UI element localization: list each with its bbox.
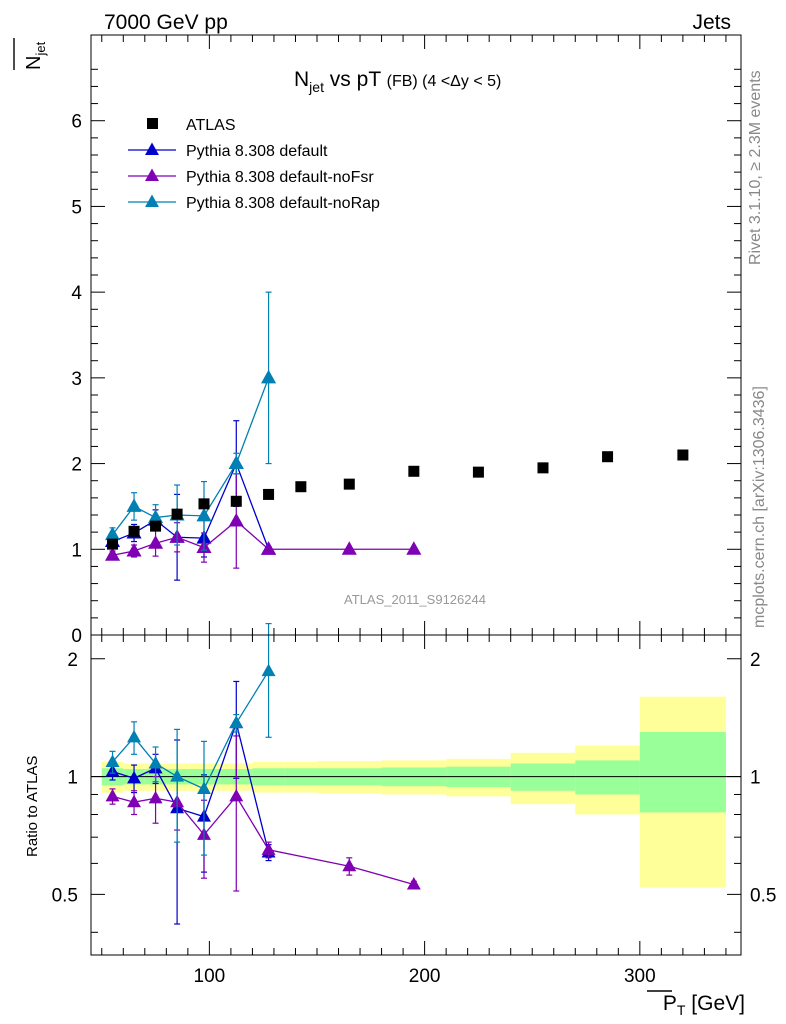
ratio-band-green-12 (575, 760, 640, 795)
title-range: (4 <Δy < 5) (418, 73, 502, 90)
x-tick-label-200: 200 (409, 966, 441, 987)
plot-title: Njet vs pT (FB) (4 <Δy < 5) (294, 68, 501, 95)
ylabel-main: Njet (23, 41, 48, 70)
watermark: ATLAS_2011_S9126244 (344, 592, 486, 607)
data-point-12 (602, 451, 614, 463)
y-tick-label-main-2: 2 (71, 455, 82, 476)
y-tick-label-main-1: 1 (71, 540, 82, 561)
data-point-2 (150, 520, 162, 532)
series-2-point-2 (148, 509, 164, 524)
ratio-frame (90, 634, 742, 956)
xlabel-unit: [GeV] (685, 992, 745, 1015)
y-tick-label-main-5: 5 (71, 197, 82, 218)
data-point-7 (295, 481, 307, 493)
data-point-4 (198, 498, 210, 510)
ratio-0-point-1 (127, 770, 142, 784)
data-point-9 (408, 465, 420, 477)
data-point-3 (171, 508, 183, 520)
ratio-1-point-7 (342, 858, 357, 872)
ratio-1-point-1 (127, 794, 142, 808)
series-1-point-6 (261, 541, 277, 555)
ratio-2-point-5 (229, 715, 244, 729)
title-prefix: N (294, 68, 309, 91)
legend-label-0: Pythia 8.308 default (186, 143, 328, 160)
side-text-bottom: mcplots.cern.ch [arXiv:1306.3436] (751, 386, 768, 628)
ratio-2-point-3 (170, 769, 185, 782)
ratio-2-point-4 (197, 781, 211, 794)
y-tick-label-ratio-right-2: 2 (750, 650, 761, 671)
y-tick-label-ratio-right-0.5: 0.5 (750, 885, 776, 906)
axes: 100 200 300 0 1 2 3 4 5 6 0.5 0.5 1 1 2 2 (52, 35, 776, 987)
series-2-point-0 (104, 526, 121, 541)
ratio-2-point-2 (148, 756, 163, 769)
series-1-point-5 (228, 512, 244, 527)
ratio-1-point-5 (229, 788, 244, 802)
series-2-point-4 (196, 507, 212, 522)
ratio-2-point-6 (261, 663, 276, 677)
ratio-band-green-13 (639, 731, 726, 813)
data-point-0 (107, 538, 119, 550)
header-left: 7000 GeV pp (104, 11, 228, 34)
title-sub: jet (308, 79, 324, 95)
series-2-point-6 (261, 369, 277, 384)
ratio-1-point-2 (148, 790, 163, 804)
legend-label-2: Pythia 8.308 default-noRap (186, 195, 380, 212)
ylabel-ratio: Ratio to ATLAS (24, 756, 41, 857)
y-tick-label-ratio-right-1: 1 (750, 768, 761, 789)
series-1-point-2 (148, 535, 164, 549)
data-point-11 (537, 462, 549, 474)
data-point-8 (343, 478, 355, 490)
x-tick-label-300: 300 (624, 966, 656, 987)
series-2-point-1 (126, 498, 142, 512)
ylabel-main-base: N (23, 56, 45, 70)
series-1-point-0 (104, 547, 121, 561)
legend-marker-data (147, 118, 158, 129)
ratio-panel (91, 622, 741, 925)
data-point-5 (230, 495, 242, 507)
legend-marker-0 (145, 142, 159, 156)
xlabel-base: P (663, 992, 677, 1015)
series-1-point-7 (341, 541, 357, 555)
x-tick-label-100: 100 (194, 966, 226, 987)
y-tick-label-main-3: 3 (71, 369, 82, 390)
y-tick-label-main-6: 6 (71, 112, 82, 133)
ratio-line-1 (112, 795, 415, 886)
legend: ATLAS Pythia 8.308 default Pythia 8.308 de… (128, 117, 380, 212)
legend-marker-2 (145, 194, 159, 208)
legend-label-1: Pythia 8.308 default-noFsr (186, 169, 374, 186)
y-tick-label-main-0: 0 (71, 626, 82, 647)
ratio-1-point-0 (105, 788, 120, 802)
ratio-1-point-6 (261, 842, 276, 855)
title-fb: (FB) (387, 73, 418, 90)
ratio-band-green-11 (510, 763, 576, 791)
legend-marker-1 (145, 168, 159, 182)
y-tick-label-ratio-0.5: 0.5 (52, 885, 78, 906)
series-1-point-1 (126, 542, 142, 557)
legend-label-data: ATLAS (186, 117, 236, 134)
main-panel (104, 291, 689, 581)
ratio-2-point-0 (105, 754, 120, 767)
ylabel-main-sub: jet (33, 41, 48, 56)
title-main: vs pT (324, 68, 387, 91)
series-2-point-5 (228, 455, 244, 470)
data-point-1 (128, 525, 140, 537)
y-tick-label-ratio-2: 2 (67, 650, 78, 671)
y-tick-label-ratio-1: 1 (67, 768, 78, 789)
y-tick-label-main-4: 4 (71, 283, 82, 304)
side-text-top: Rivet 3.1.10, ≥ 2.3M events (747, 70, 764, 265)
ratio-2-point-1 (127, 729, 142, 743)
ratio-1-point-8 (406, 877, 421, 890)
header-right: Jets (692, 11, 731, 34)
data-point-13 (677, 449, 689, 461)
xlabel-sub: T (677, 1002, 686, 1018)
data-point-10 (472, 466, 484, 478)
data-point-6 (263, 488, 275, 500)
xlabel: PT [GeV] (663, 992, 745, 1018)
series-1-point-8 (406, 541, 422, 555)
